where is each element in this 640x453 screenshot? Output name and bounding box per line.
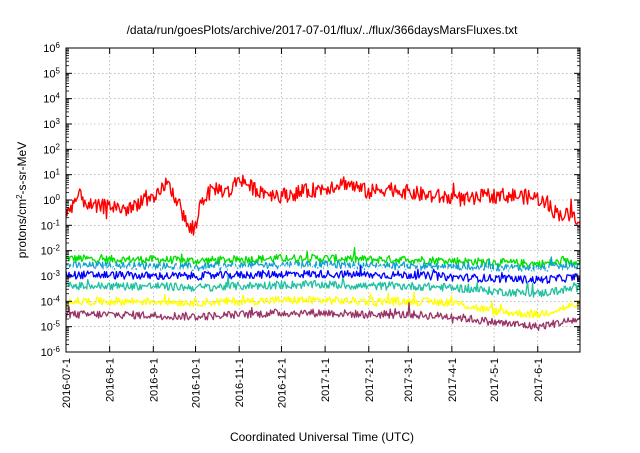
x-tick-label: 2017-3-1 xyxy=(403,358,415,402)
x-tick-labels: 2016-07-1 2016-8-1 2016-9-1 2016-10-1 2016-1… xyxy=(61,358,545,408)
x-tick-label: 2017-4-1 xyxy=(447,358,459,402)
y-tick-exponent: 2 xyxy=(56,142,61,151)
y-tick-exponent: -6 xyxy=(53,345,61,354)
y-tick-exponent: -4 xyxy=(53,294,61,303)
y-tick-exponent: 1 xyxy=(56,167,61,176)
y-tick-base: 10 xyxy=(41,220,53,232)
y-tick-base: 10 xyxy=(41,271,53,283)
y-axis-label-unit: protons/cm xyxy=(15,199,29,258)
x-tick-label: 2016-9-1 xyxy=(148,358,160,402)
y-tick-label: 101 xyxy=(43,167,60,182)
flux-series-line-6 xyxy=(65,302,581,332)
y-tick-exponent: 5 xyxy=(56,66,61,75)
y-tick-label: 10-1 xyxy=(41,218,61,233)
y-tick-exponent: 3 xyxy=(56,117,61,126)
chart-title: /data/run/goesPlots/archive/2017-07-01/f… xyxy=(127,23,519,37)
y-tick-exponent: 4 xyxy=(56,91,61,100)
x-tick-label: 2016-11-1 xyxy=(234,358,246,407)
y-tick-base: 10 xyxy=(43,94,55,106)
y-tick-exponent: -1 xyxy=(53,218,61,227)
y-tick-label: 104 xyxy=(43,91,60,106)
x-tick-label: 2016-07-1 xyxy=(61,358,73,408)
y-axis-label-exponent: 2 xyxy=(15,194,24,199)
y-tick-label: 10-4 xyxy=(41,294,61,309)
y-tick-label: 102 xyxy=(43,142,60,157)
flux-series-line-7 xyxy=(65,174,581,236)
y-tick-label: 10-5 xyxy=(41,319,61,334)
x-tick-label: 2017-2-1 xyxy=(364,358,376,402)
y-tick-label: 106 xyxy=(43,41,60,56)
y-tick-base: 10 xyxy=(43,144,55,156)
y-tick-base: 10 xyxy=(41,322,53,334)
y-tick-label: 10-6 xyxy=(41,345,61,360)
y-axis-label: protons/cm2-s-sr-MeV xyxy=(15,142,30,258)
x-tick-label: 2017-5-1 xyxy=(489,358,501,402)
y-tick-exponent: -3 xyxy=(53,269,61,278)
y-tick-exponent: 0 xyxy=(56,193,61,202)
y-tick-label: 105 xyxy=(43,66,60,81)
x-tick-label: 2017-6-1 xyxy=(533,358,545,402)
y-tick-exponent: 6 xyxy=(56,41,61,50)
y-tick-base: 10 xyxy=(43,170,55,182)
flux-series-line-2 xyxy=(65,259,581,277)
y-tick-base: 10 xyxy=(41,246,53,258)
flux-series-line-4 xyxy=(65,275,581,298)
x-tick-label: 2017-1-1 xyxy=(320,358,332,402)
y-tick-base: 10 xyxy=(43,195,55,207)
y-tick-label: 10-2 xyxy=(41,243,61,258)
x-tick-label: 2016-12-1 xyxy=(276,358,288,408)
y-tick-label: 10-3 xyxy=(41,269,61,284)
y-tick-exponent: -2 xyxy=(53,243,61,252)
axis-ticks xyxy=(65,47,580,353)
y-tick-base: 10 xyxy=(43,119,55,131)
flux-series-line-5 xyxy=(65,291,581,319)
flux-series-line-3 xyxy=(65,265,581,284)
y-tick-label: 103 xyxy=(43,117,60,132)
y-tick-labels: 10-610-510-410-310-210-11001011021031041… xyxy=(41,41,61,360)
x-axis-label: Coordinated Universal Time (UTC) xyxy=(230,430,414,444)
y-tick-exponent: -5 xyxy=(53,319,61,328)
x-tick-label: 2016-10-1 xyxy=(191,358,203,408)
y-tick-base: 10 xyxy=(43,68,55,80)
y-tick-label: 100 xyxy=(43,193,60,208)
y-tick-base: 10 xyxy=(41,347,53,359)
y-tick-base: 10 xyxy=(43,43,55,55)
series-layer xyxy=(65,174,581,332)
y-tick-base: 10 xyxy=(41,296,53,308)
y-axis-label-rest: -s-sr-MeV xyxy=(15,142,29,195)
flux-series-line-0 xyxy=(65,246,581,269)
x-tick-label: 2016-8-1 xyxy=(105,358,117,402)
